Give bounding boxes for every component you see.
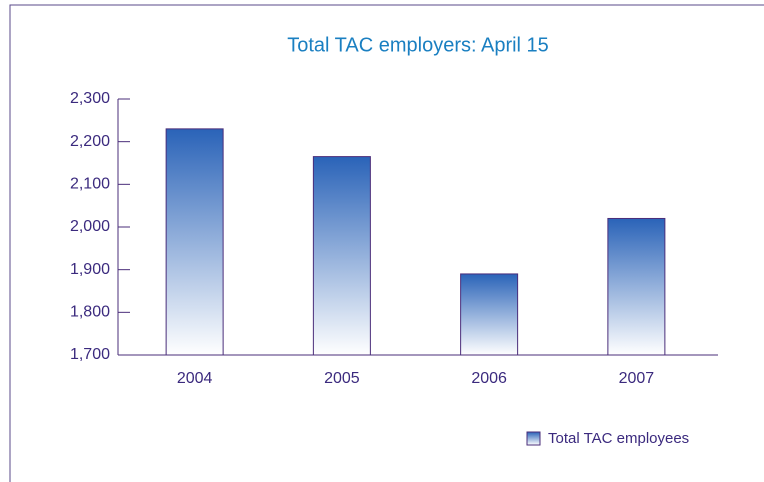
- bar: [607, 217, 666, 356]
- legend-swatch: [526, 431, 541, 446]
- x-tick-label: 2007: [619, 370, 655, 387]
- bar: [165, 128, 224, 356]
- x-tick-label: 2004: [177, 370, 213, 387]
- legend-label: Total TAC employees: [548, 430, 689, 447]
- bar: [312, 156, 371, 356]
- frame: [9, 4, 764, 482]
- y-tick-label: 1,900: [70, 261, 110, 278]
- y-tick-label: 1,700: [70, 346, 110, 363]
- y-tick-label: 2,200: [70, 133, 110, 150]
- x-tick-label: 2006: [471, 370, 507, 387]
- chart-title: Total TAC employers: April 15: [287, 34, 549, 56]
- y-tick-label: 2,100: [70, 176, 110, 193]
- y-tick-label: 2,300: [70, 90, 110, 107]
- y-tick-label: 1,800: [70, 304, 110, 321]
- x-tick-label: 2005: [324, 370, 360, 387]
- y-tick-label: 2,000: [70, 218, 110, 235]
- bar: [460, 273, 519, 356]
